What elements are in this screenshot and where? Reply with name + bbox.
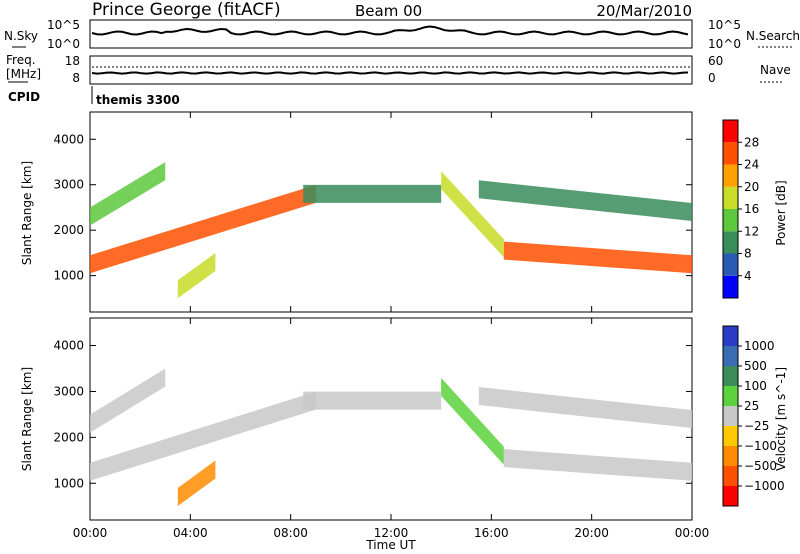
y-tick-label: 4000 xyxy=(53,339,84,353)
velocity-colorbar-label: Velocity [m s^-1] xyxy=(774,367,788,471)
colorbar-segment xyxy=(723,486,738,506)
beam-label: Beam 00 xyxy=(355,2,422,20)
backscatter-band xyxy=(90,162,166,226)
colorbar-segment xyxy=(723,406,738,426)
noise-right-label: N.Search xyxy=(746,29,800,43)
backscatter-band xyxy=(177,253,216,299)
colorbar-segment xyxy=(723,466,738,486)
backscatter-band xyxy=(303,184,442,203)
noise-trace xyxy=(91,25,689,36)
colorbar-tick-label: 25 xyxy=(744,399,759,413)
colorbar-segment xyxy=(723,142,738,165)
x-tick-label: 16:00 xyxy=(474,526,509,540)
station-title: Prince George (fitACF) xyxy=(92,0,281,20)
y-tick-label: 4000 xyxy=(53,132,84,146)
colorbar-tick-label: 16 xyxy=(744,202,759,216)
y-tick-label: 3000 xyxy=(53,178,84,192)
frequency-trace xyxy=(91,71,689,75)
freq-label-line2: [MHz] xyxy=(6,67,41,81)
colorbar-segment xyxy=(723,446,738,466)
backscatter-band xyxy=(478,387,692,428)
backscatter-band xyxy=(478,180,692,221)
power-colorbar-label: Power [dB] xyxy=(774,180,788,245)
colorbar-tick-label: 12 xyxy=(744,224,759,238)
y-tick-label: 1000 xyxy=(53,269,84,283)
x-tick-label: 00:00 xyxy=(675,526,710,540)
backscatter-band xyxy=(177,460,216,507)
cpid-label: CPID xyxy=(8,90,40,104)
freq-left-tick-low: 8 xyxy=(72,71,80,85)
x-tick-label: 12:00 xyxy=(374,526,409,540)
freq-right-tick-high: 60 xyxy=(708,54,723,68)
noise-left-tick-low: 10^0 xyxy=(47,37,80,51)
backscatter-band xyxy=(441,377,504,465)
backscatter-band xyxy=(90,391,316,481)
y-tick-label: 3000 xyxy=(53,384,84,398)
freq-left-tick-high: 18 xyxy=(65,54,80,68)
colorbar-segment xyxy=(723,209,738,232)
colorbar-segment xyxy=(723,253,738,276)
power-ylabel: Slant Range [km] xyxy=(20,161,34,265)
colorbar-tick-label: −100 xyxy=(744,439,777,453)
backscatter-band xyxy=(441,171,504,258)
backscatter-band xyxy=(90,368,166,433)
colorbar-segment xyxy=(723,186,738,209)
colorbar-tick-label: 24 xyxy=(744,158,759,172)
colorbar-tick-label: −1000 xyxy=(744,479,785,493)
colorbar-segment xyxy=(723,366,738,386)
freq-panel-frame xyxy=(89,55,693,85)
backscatter-band xyxy=(90,184,316,274)
y-tick-label: 2000 xyxy=(53,430,84,444)
nave-label: Nave xyxy=(760,63,791,77)
y-tick-label: 2000 xyxy=(53,223,84,237)
x-tick-label: 08:00 xyxy=(273,526,308,540)
freq-right-tick-low: 0 xyxy=(708,71,716,85)
colorbar-tick-label: 8 xyxy=(744,247,752,261)
noise-right-tick-high: 10^5 xyxy=(708,18,741,32)
backscatter-band xyxy=(503,241,692,274)
colorbar-tick-label: 1000 xyxy=(744,339,775,353)
colorbar-segment xyxy=(723,326,738,346)
colorbar-tick-label: −25 xyxy=(744,419,769,433)
colorbar-segment xyxy=(723,426,738,446)
y-tick-label: 1000 xyxy=(53,476,84,490)
x-axis-label: Time UT xyxy=(365,538,416,552)
colorbar-tick-label: −500 xyxy=(744,459,777,473)
colorbar-tick-label: 100 xyxy=(744,379,767,393)
noise-panel-frame xyxy=(89,19,693,49)
colorbar-segment xyxy=(723,275,738,298)
colorbar-tick-label: 4 xyxy=(744,269,752,283)
colorbar-segment xyxy=(723,386,738,406)
colorbar-segment xyxy=(723,231,738,254)
colorbar-segment xyxy=(723,164,738,187)
cpid-value: themis 3300 xyxy=(96,93,180,107)
freq-label-line1: Freq. xyxy=(6,53,36,67)
x-tick-label: 20:00 xyxy=(574,526,609,540)
date-label: 20/Mar/2010 xyxy=(596,2,692,20)
colorbar-frame xyxy=(722,325,739,507)
backscatter-band xyxy=(503,449,692,481)
x-tick-label: 04:00 xyxy=(173,526,208,540)
colorbar-tick-label: 500 xyxy=(744,359,767,373)
noise-left-label: N.Sky xyxy=(4,29,38,43)
colorbar-tick-label: 28 xyxy=(744,135,759,149)
noise-right-tick-low: 10^0 xyxy=(708,37,741,51)
colorbar-segment xyxy=(723,120,738,143)
colorbar-segment xyxy=(723,346,738,366)
noise-left-tick-high: 10^5 xyxy=(47,18,80,32)
velocity-ylabel: Slant Range [km] xyxy=(20,367,34,471)
colorbar-tick-label: 20 xyxy=(744,180,759,194)
backscatter-band xyxy=(303,391,442,410)
x-tick-label: 00:00 xyxy=(73,526,108,540)
